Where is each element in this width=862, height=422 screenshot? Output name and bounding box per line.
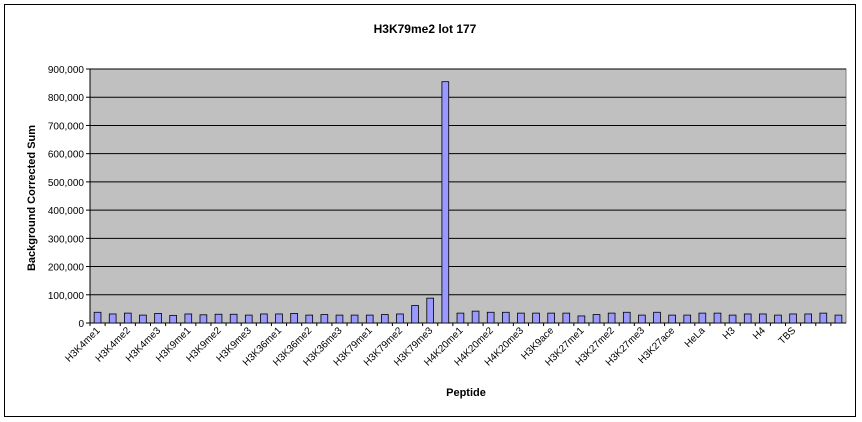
bar [456,312,465,324]
bar [154,313,162,324]
bar [653,311,661,324]
bar [350,314,359,324]
bar [743,313,752,324]
bar [411,305,419,324]
bar [139,314,147,324]
bar [381,314,389,324]
bar [668,314,676,324]
bar [244,314,253,324]
x-tick-label: H4 [751,325,768,342]
bar [532,312,540,324]
bar [365,314,374,324]
y-tick-label: 0 [78,319,84,330]
bar [108,313,117,324]
bar [199,314,208,324]
bar [622,311,631,324]
bar [305,314,314,324]
bar [638,314,646,324]
y-tick-label: 900,000 [48,65,85,76]
bar [834,314,843,324]
y-tick-label: 600,000 [48,150,85,161]
bar [728,314,737,324]
bar [184,313,193,324]
y-tick-label: 700,000 [48,121,85,132]
y-tick-label: 300,000 [48,234,85,245]
bar [501,311,510,324]
bar [607,312,616,324]
bar [713,312,722,324]
chart-title: H3K79me2 lot 177 [374,22,477,36]
x-tick-label: HeLa [683,325,708,350]
bar [123,312,132,324]
bar [819,312,828,324]
x-tick-label: H3 [721,325,738,342]
y-tick-label: 100,000 [48,291,85,302]
bar [517,312,525,324]
bar [320,314,329,324]
y-tick-label: 400,000 [48,206,85,217]
bar [441,81,450,324]
bar [471,310,480,324]
y-tick-label: 500,000 [48,178,85,189]
bar [774,314,782,324]
bar [335,314,344,324]
bar [229,313,238,324]
bar [169,314,177,324]
bar [683,314,692,324]
bar [275,313,283,324]
bar [396,313,404,324]
bar [562,312,571,324]
bar [592,314,601,324]
x-axis-label: Peptide [446,387,486,399]
bar [260,313,268,324]
bar [214,313,223,324]
bar [426,297,435,324]
y-tick-label: 800,000 [48,93,85,104]
bar [547,312,555,324]
bar [290,313,298,324]
plot-area [89,68,847,324]
y-tick-label: 200,000 [48,263,85,274]
bar [577,315,586,324]
x-tick-label: TBS [777,325,799,347]
bar [789,313,797,324]
bar [804,313,813,324]
y-axis-label: Background Corrected Sum [26,125,38,271]
bar [759,313,767,324]
bar [486,311,495,324]
bar [93,311,102,324]
bar [698,312,707,324]
